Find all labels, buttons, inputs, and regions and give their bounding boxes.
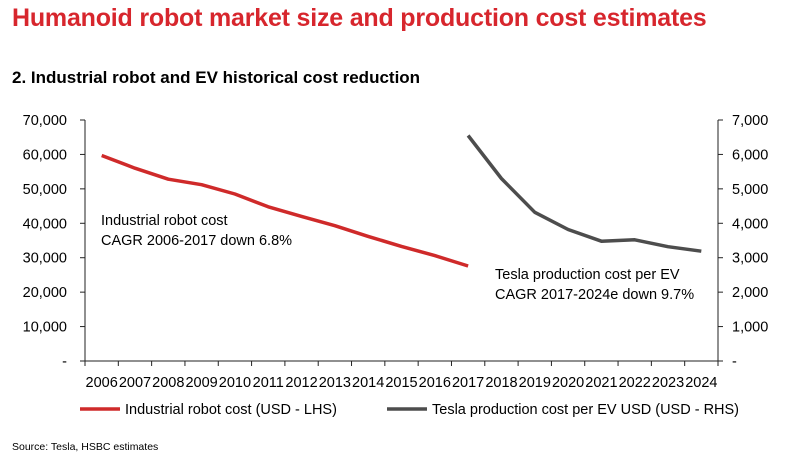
x-tick-label: 2009 bbox=[185, 375, 217, 391]
annotation-tesla: CAGR 2017-2024e down 9.7% bbox=[495, 287, 694, 303]
left-tick-label: 50,000 bbox=[23, 182, 67, 198]
x-tick-label: 2024 bbox=[685, 375, 717, 391]
legend-label-industrial-robot: Industrial robot cost (USD - LHS) bbox=[125, 402, 337, 418]
left-tick-label: 70,000 bbox=[23, 113, 67, 129]
x-tick-label: 2013 bbox=[319, 375, 351, 391]
left-tick-label: 10,000 bbox=[23, 320, 67, 336]
x-tick-label: 2021 bbox=[585, 375, 617, 391]
right-tick-label: - bbox=[732, 354, 737, 370]
right-tick-label: 6,000 bbox=[732, 147, 768, 163]
x-tick-label: 2007 bbox=[119, 375, 151, 391]
right-tick-label: 7,000 bbox=[732, 113, 768, 129]
right-tick-label: 4,000 bbox=[732, 216, 768, 232]
x-tick-label: 2012 bbox=[285, 375, 317, 391]
x-tick-label: 2017 bbox=[452, 375, 484, 391]
x-tick-label: 2006 bbox=[86, 375, 118, 391]
left-tick-label: 30,000 bbox=[23, 251, 67, 267]
left-tick-label: 40,000 bbox=[23, 216, 67, 232]
x-tick-label: 2019 bbox=[519, 375, 551, 391]
x-tick-label: 2010 bbox=[219, 375, 251, 391]
x-tick-label: 2018 bbox=[485, 375, 517, 391]
x-tick-label: 2014 bbox=[352, 375, 384, 391]
x-tick-label: 2015 bbox=[385, 375, 417, 391]
x-tick-label: 2011 bbox=[253, 375, 284, 391]
x-tick-label: 2023 bbox=[652, 375, 684, 391]
annotation-robot: CAGR 2006-2017 down 6.8% bbox=[101, 233, 292, 249]
industrial-robot-cost-line bbox=[101, 153, 469, 268]
annotation-tesla: Tesla production cost per EV bbox=[495, 267, 680, 283]
source-note: Source: Tesla, HSBC estimates bbox=[12, 441, 159, 453]
chart-subtitle: 2. Industrial robot and EV historical co… bbox=[12, 68, 421, 87]
x-tick-label: 2020 bbox=[552, 375, 584, 391]
left-tick-label: 60,000 bbox=[23, 147, 67, 163]
x-tick-label: 2008 bbox=[152, 375, 184, 391]
tesla-cost-line bbox=[466, 134, 702, 253]
annotation-robot: Industrial robot cost bbox=[101, 213, 228, 229]
right-tick-label: 1,000 bbox=[732, 320, 768, 336]
legend-label-tesla: Tesla production cost per EV USD (USD - … bbox=[432, 402, 739, 418]
right-tick-label: 5,000 bbox=[732, 182, 768, 198]
right-tick-label: 2,000 bbox=[732, 285, 768, 301]
x-tick-label: 2016 bbox=[419, 375, 451, 391]
left-tick-label: 20,000 bbox=[23, 285, 67, 301]
left-tick-label: - bbox=[62, 354, 67, 370]
x-tick-label: 2022 bbox=[619, 375, 651, 391]
page-title: Humanoid robot market size and productio… bbox=[12, 4, 707, 32]
right-tick-label: 3,000 bbox=[732, 251, 768, 267]
